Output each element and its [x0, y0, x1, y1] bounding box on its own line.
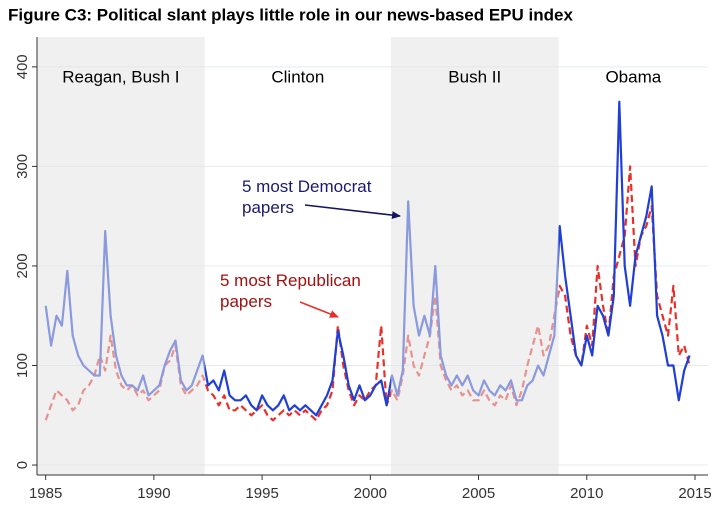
period-label: Clinton: [271, 67, 324, 86]
x-tick-label: 2010: [570, 485, 603, 502]
period-label: Reagan, Bush I: [62, 67, 179, 86]
x-tick-label: 1985: [29, 485, 62, 502]
chart-title: Figure C3: Political slant plays little …: [8, 5, 573, 24]
period-shade: [37, 37, 205, 475]
series-annotation: 5 most Democrat papers: [242, 177, 372, 217]
period-label: Bush II: [448, 67, 501, 86]
period-shade: [390, 37, 559, 475]
annotation-arrow: [304, 204, 401, 220]
y-tick-label: 0: [14, 461, 31, 469]
y-tick-label: 100: [14, 353, 31, 378]
y-tick-label: 400: [14, 54, 31, 79]
x-tick-label: 2015: [678, 485, 711, 502]
annotation-arrow: [299, 301, 339, 318]
period-label: Obama: [605, 67, 661, 86]
series-annotation: 5 most Republican papers: [220, 271, 361, 311]
x-tick-label: 1990: [137, 485, 170, 502]
x-tick-label: 2005: [462, 485, 495, 502]
x-tick-label: 1995: [245, 485, 278, 502]
y-tick-label: 200: [14, 253, 31, 278]
y-tick-label: 300: [14, 154, 31, 179]
x-tick-label: 2000: [354, 485, 387, 502]
